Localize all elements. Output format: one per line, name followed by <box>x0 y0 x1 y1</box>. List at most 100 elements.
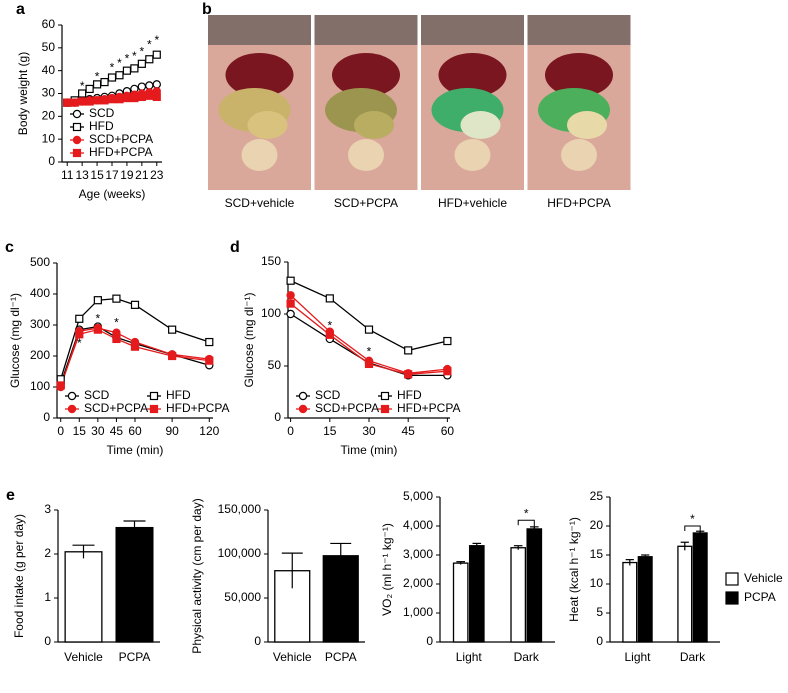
legend-label: SCD <box>89 106 115 120</box>
significance: * <box>327 319 332 333</box>
marker <box>443 336 452 346</box>
marker <box>137 92 146 102</box>
legend-label: SCD+PCPA <box>84 401 148 415</box>
marker <box>325 330 334 339</box>
bar <box>677 545 693 643</box>
marker <box>75 314 84 323</box>
bar <box>510 547 527 643</box>
marker <box>130 93 139 103</box>
significance: * <box>117 56 122 70</box>
x-tick-label: 17 <box>105 168 119 182</box>
legend-marker <box>380 404 390 414</box>
y-tick-label: 100,000 <box>218 546 262 560</box>
marker <box>286 276 295 285</box>
marker <box>286 299 295 308</box>
marker <box>75 330 84 339</box>
marker <box>286 309 295 319</box>
photo-intestine <box>460 111 501 139</box>
legend-label: SCD <box>84 388 110 402</box>
y-tick-label: 5,000 <box>403 489 433 503</box>
significance: * <box>140 45 145 59</box>
y-tick-label: 50 <box>42 40 56 54</box>
significance-bracket <box>517 519 535 529</box>
y-axis-label: Physical activity (cm per day) <box>190 498 204 653</box>
legend-marker <box>67 404 77 414</box>
bar <box>637 556 653 643</box>
x-tick-label: 45 <box>110 424 124 438</box>
marker <box>93 296 102 305</box>
x-tick-label: Dark <box>680 650 706 664</box>
y-tick-label: 1,000 <box>403 605 433 619</box>
x-tick-label: 0 <box>287 424 294 438</box>
photo-background <box>421 15 524 45</box>
marker <box>325 294 334 303</box>
photo-intestine <box>567 111 607 139</box>
significance: * <box>132 49 137 63</box>
marker <box>443 367 452 376</box>
bar <box>115 526 154 643</box>
marker <box>115 71 124 80</box>
legend-label: HFD+PCPA <box>89 145 152 159</box>
marker <box>404 370 413 379</box>
y-tick-label: 60 <box>42 17 56 31</box>
significance: * <box>367 345 372 359</box>
marker <box>205 356 214 365</box>
legend-swatch <box>725 572 739 586</box>
legend-label: HFD <box>397 388 422 402</box>
marker <box>130 342 140 351</box>
photo-tissue <box>561 139 597 171</box>
photo-tissue <box>348 139 384 171</box>
legend-marker <box>149 391 159 401</box>
bar <box>468 545 485 643</box>
legend-marker <box>72 135 82 145</box>
marker <box>137 82 147 91</box>
marker <box>100 77 109 87</box>
significance: * <box>96 312 101 326</box>
x-axis-label: Age (weeks) <box>79 187 146 201</box>
panel-letter: b <box>202 1 212 18</box>
photo-label: SCD+PCPA <box>334 196 398 210</box>
marker <box>205 337 214 347</box>
x-axis-label: Time (min) <box>107 443 164 457</box>
y-tick-label: 0 <box>426 634 433 648</box>
bar <box>692 532 708 643</box>
y-tick-label: 20 <box>42 109 56 123</box>
y-tick-label: 3,000 <box>403 547 433 561</box>
x-tick-label: 45 <box>402 424 416 438</box>
marker <box>364 359 374 369</box>
marker <box>112 294 121 303</box>
x-tick-label: 15 <box>90 168 104 182</box>
x-tick-label: 30 <box>362 424 376 438</box>
marker <box>168 351 177 361</box>
marker <box>152 50 161 59</box>
photo-background <box>314 15 418 45</box>
y-tick-label: 50,000 <box>224 590 261 604</box>
significance-bracket <box>684 525 701 534</box>
x-tick-label: 15 <box>73 424 87 438</box>
photo-tissue <box>241 139 278 171</box>
marker <box>93 325 102 334</box>
significance: * <box>114 316 119 330</box>
y-tick-label: 300 <box>30 317 50 331</box>
marker <box>145 81 154 90</box>
marker <box>115 95 124 104</box>
y-tick-label: 100 <box>261 306 281 320</box>
y-axis-label: Glucose (mg dl⁻¹) <box>242 292 256 387</box>
photo-liver <box>545 53 613 97</box>
legend-label: Vehicle <box>744 571 783 585</box>
y-tick-label: 400 <box>30 286 50 300</box>
y-axis-label: VO₂ (ml h⁻¹ kg⁻¹) <box>380 523 394 616</box>
x-tick-label: 15 <box>323 424 337 438</box>
y-tick-label: 2 <box>44 546 51 560</box>
photo-background <box>527 15 631 45</box>
y-tick-label: 0 <box>254 634 261 648</box>
legend-label: HFD <box>166 388 191 402</box>
legend-marker <box>380 391 390 401</box>
photo-tissue <box>454 139 491 171</box>
y-tick-label: 10 <box>590 576 604 590</box>
photo-label: SCD+vehicle <box>225 196 295 210</box>
y-axis-label: Food intake (g per day) <box>12 514 26 638</box>
photo-intestine <box>247 111 288 139</box>
x-axis-label: Time (min) <box>341 443 398 457</box>
